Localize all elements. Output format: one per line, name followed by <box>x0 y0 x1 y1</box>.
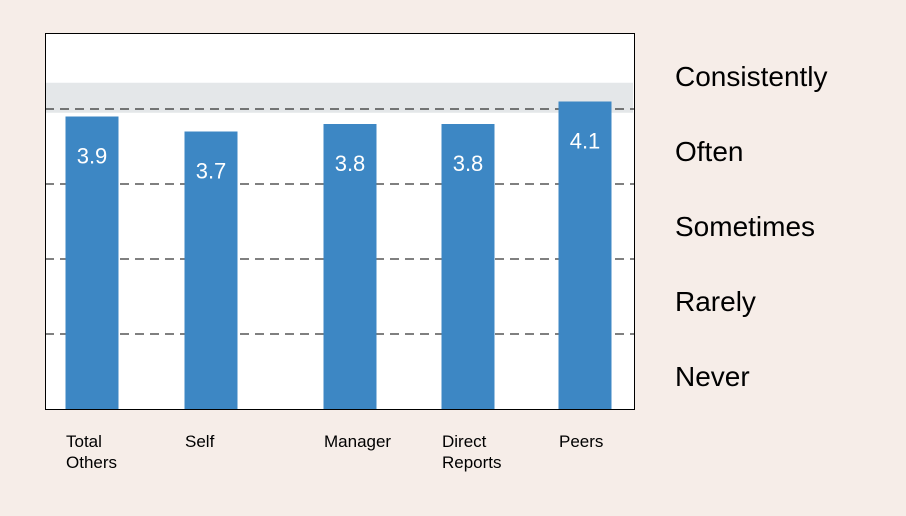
value-label-3: 3.8 <box>453 151 484 176</box>
value-label-1: 3.7 <box>196 159 227 184</box>
scale-label-sometimes: Sometimes <box>675 211 815 242</box>
value-label-4: 4.1 <box>570 129 601 154</box>
category-label-3: Direct Reports <box>442 432 502 472</box>
bar-0 <box>65 116 119 409</box>
bar-3 <box>441 124 495 409</box>
value-label-0: 3.9 <box>77 144 108 169</box>
bar-4 <box>558 101 612 409</box>
scale-label-never: Never <box>675 361 750 392</box>
scale-label-rarely: Rarely <box>675 286 756 317</box>
scale-label-often: Often <box>675 136 743 167</box>
value-label-2: 3.8 <box>335 151 366 176</box>
bar-1 <box>184 131 238 409</box>
category-label-0: Total Others <box>66 432 117 472</box>
category-label-2: Manager <box>324 432 391 451</box>
category-label-1: Self <box>185 432 215 451</box>
plot-border <box>45 33 635 410</box>
bar-2 <box>323 124 377 409</box>
scale-label-consistently: Consistently <box>675 61 828 92</box>
highlight-band <box>46 82 633 113</box>
category-label-4: Peers <box>559 432 603 451</box>
